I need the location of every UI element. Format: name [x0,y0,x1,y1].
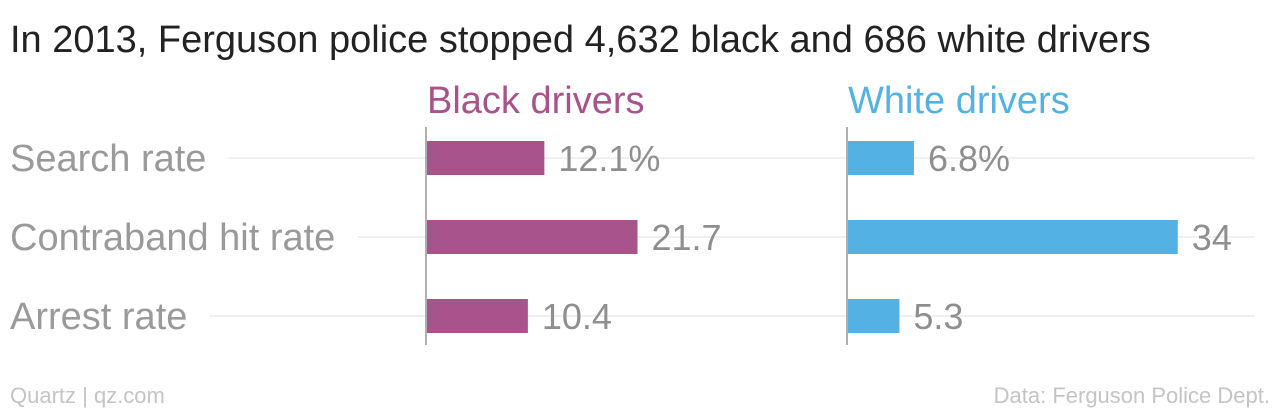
data-label: 5.3 [913,296,963,337]
footer-source: Data: Ferguson Police Dept. [994,383,1270,408]
series-label: Black drivers [427,80,645,122]
bar [427,141,545,175]
bar [427,220,638,254]
bar [427,299,528,333]
data-label: 21.7 [651,217,721,258]
bar [848,141,914,175]
panel-axes [425,127,848,345]
data-label: 34 [1192,217,1232,258]
series-label: White drivers [848,80,1070,122]
data-label: 6.8% [928,138,1010,179]
category-label: Search rate [10,138,206,180]
data-label: 12.1% [558,138,660,179]
bar [848,299,900,333]
labels: Search rate Contraband hit rate Arrest rat… [10,80,1232,338]
category-label: Contraband hit rate [10,217,335,259]
bars [427,141,1178,333]
chart-title: In 2013, Ferguson police stopped 4,632 b… [10,19,1151,61]
data-label: 10.4 [542,296,612,337]
bar [848,220,1178,254]
category-label: Arrest rate [10,296,187,338]
footer-credit: Quartz | qz.com [10,383,165,408]
